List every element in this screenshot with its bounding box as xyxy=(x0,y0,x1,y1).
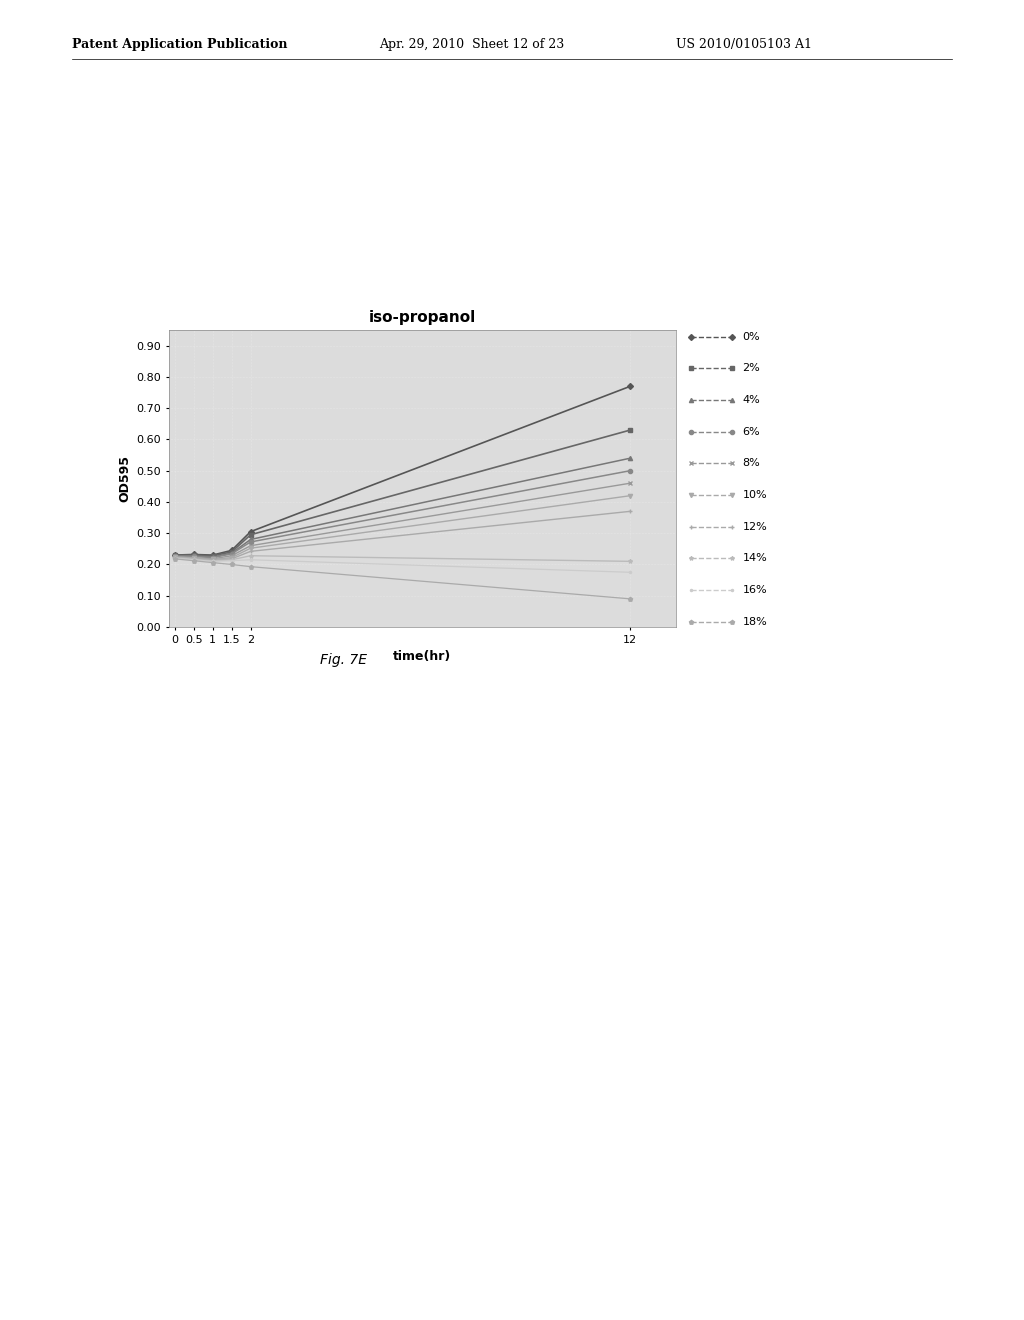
Title: iso-propanol: iso-propanol xyxy=(369,310,476,325)
Text: 8%: 8% xyxy=(742,458,760,469)
Text: 18%: 18% xyxy=(742,616,767,627)
Text: 10%: 10% xyxy=(742,490,767,500)
Text: Patent Application Publication: Patent Application Publication xyxy=(72,37,287,50)
Text: 12%: 12% xyxy=(742,521,767,532)
Y-axis label: OD595: OD595 xyxy=(118,455,131,502)
Text: Apr. 29, 2010  Sheet 12 of 23: Apr. 29, 2010 Sheet 12 of 23 xyxy=(379,37,564,50)
Text: US 2010/0105103 A1: US 2010/0105103 A1 xyxy=(676,37,812,50)
Text: 14%: 14% xyxy=(742,553,767,564)
Text: 0%: 0% xyxy=(742,331,760,342)
Text: 4%: 4% xyxy=(742,395,760,405)
Text: Fig. 7E: Fig. 7E xyxy=(319,653,367,667)
Text: 16%: 16% xyxy=(742,585,767,595)
Text: 2%: 2% xyxy=(742,363,760,374)
X-axis label: time(hr): time(hr) xyxy=(393,651,452,663)
Text: 6%: 6% xyxy=(742,426,760,437)
